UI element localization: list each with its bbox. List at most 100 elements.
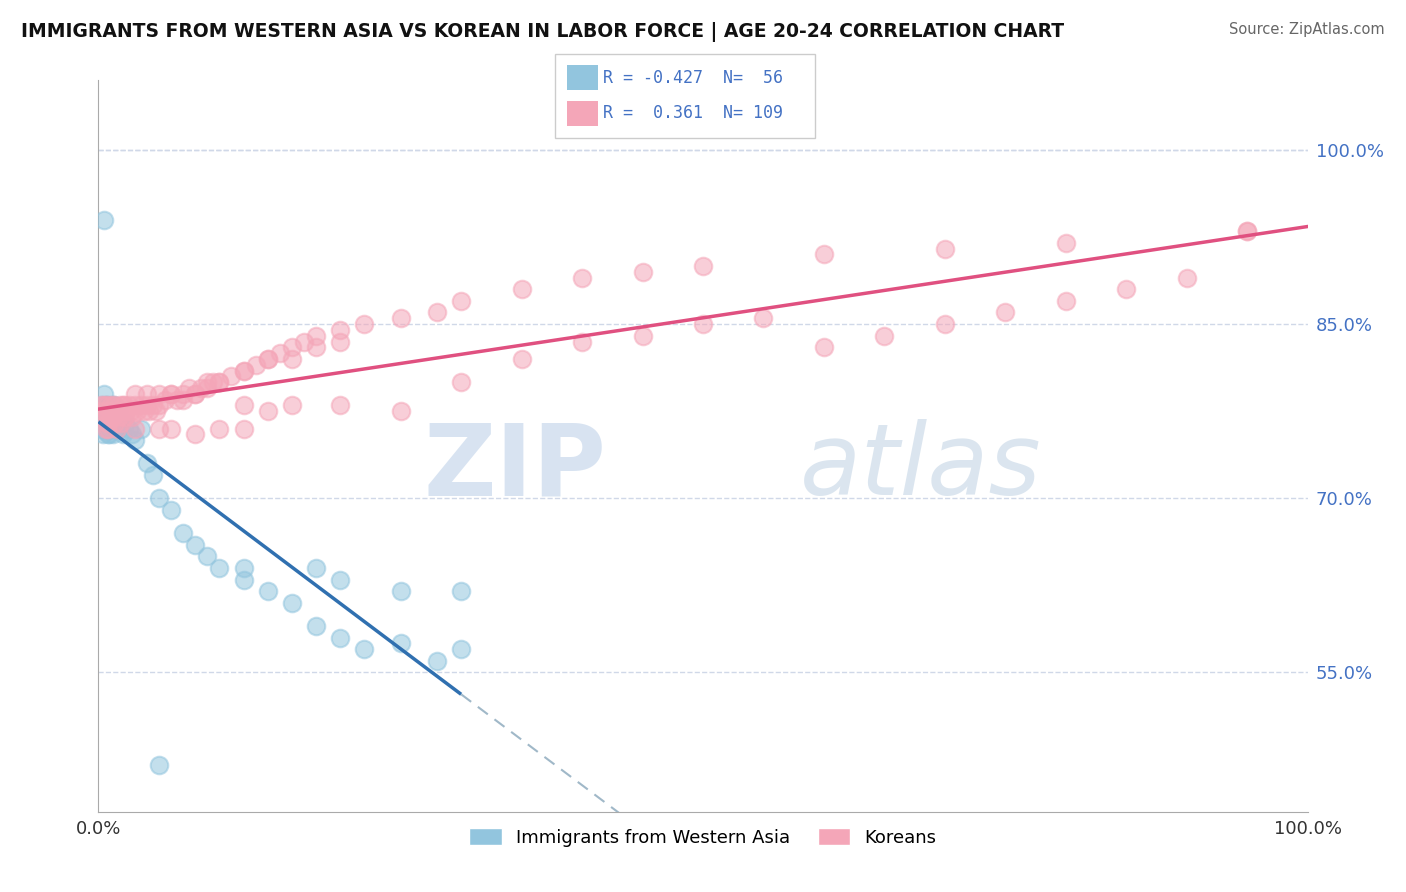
Point [1175, 270, 1198, 285]
Point [426, 654, 449, 668]
Point [208, 421, 231, 435]
Point [426, 305, 449, 319]
Point [91, 409, 114, 424]
Point [100, 421, 122, 435]
Point [329, 631, 352, 645]
Point [108, 416, 131, 430]
Point [114, 409, 136, 424]
Point [108, 398, 131, 412]
Point [90, 404, 112, 418]
Point [232, 363, 254, 377]
Point [450, 293, 472, 308]
Point [111, 404, 134, 418]
Point [118, 421, 141, 435]
Point [94, 404, 117, 418]
Text: ZIP: ZIP [423, 419, 606, 516]
Point [91, 398, 114, 412]
Point [108, 409, 131, 424]
Point [105, 421, 128, 435]
Point [994, 305, 1017, 319]
Point [135, 457, 157, 471]
Point [138, 404, 160, 418]
Point [232, 561, 254, 575]
Point [100, 404, 122, 418]
Point [104, 416, 127, 430]
Point [195, 549, 218, 564]
Point [202, 375, 225, 389]
Point [752, 311, 775, 326]
Point [127, 404, 149, 418]
Point [389, 636, 412, 650]
Point [934, 317, 956, 331]
Point [145, 404, 167, 418]
Point [121, 427, 143, 442]
Point [934, 242, 956, 256]
Point [103, 398, 125, 412]
Point [124, 433, 146, 447]
Point [389, 584, 412, 599]
Point [96, 416, 118, 430]
Point [124, 398, 146, 412]
Point [179, 381, 201, 395]
Point [305, 340, 328, 354]
Point [329, 334, 352, 349]
Point [450, 642, 472, 657]
Point [232, 421, 254, 435]
Point [160, 386, 183, 401]
Point [112, 398, 135, 412]
Point [97, 409, 120, 424]
Point [148, 386, 170, 401]
Point [221, 369, 243, 384]
Point [510, 351, 533, 366]
Point [208, 561, 231, 575]
Point [1236, 224, 1258, 238]
Point [184, 427, 207, 442]
Point [208, 375, 231, 389]
Point [281, 340, 304, 354]
Point [96, 398, 118, 412]
Point [134, 404, 156, 418]
Point [172, 392, 194, 407]
Point [107, 404, 129, 418]
Point [120, 404, 142, 418]
Point [111, 427, 134, 442]
Point [232, 363, 254, 377]
Point [281, 351, 304, 366]
Point [103, 398, 125, 412]
Point [111, 398, 134, 412]
Point [94, 421, 117, 435]
Point [118, 398, 141, 412]
Point [148, 421, 170, 435]
Point [93, 212, 115, 227]
Point [389, 404, 412, 418]
Point [208, 375, 231, 389]
Point [245, 358, 267, 372]
Point [97, 421, 120, 435]
Point [148, 491, 170, 506]
Point [96, 398, 118, 412]
Point [160, 503, 183, 517]
Point [1054, 293, 1077, 308]
Point [631, 328, 654, 343]
Point [450, 584, 472, 599]
Point [98, 409, 121, 424]
Point [510, 282, 533, 296]
Point [256, 584, 278, 599]
Point [124, 421, 146, 435]
Point [108, 421, 131, 435]
Point [153, 392, 176, 407]
Point [93, 398, 115, 412]
Text: atlas: atlas [800, 419, 1042, 516]
Point [129, 421, 152, 435]
Point [160, 421, 183, 435]
Point [190, 381, 212, 395]
Point [121, 409, 143, 424]
Point [105, 404, 128, 418]
Point [97, 404, 120, 418]
Point [101, 427, 124, 442]
Point [281, 596, 304, 610]
Point [329, 323, 352, 337]
Point [195, 375, 218, 389]
Point [98, 404, 121, 418]
Point [94, 398, 117, 412]
